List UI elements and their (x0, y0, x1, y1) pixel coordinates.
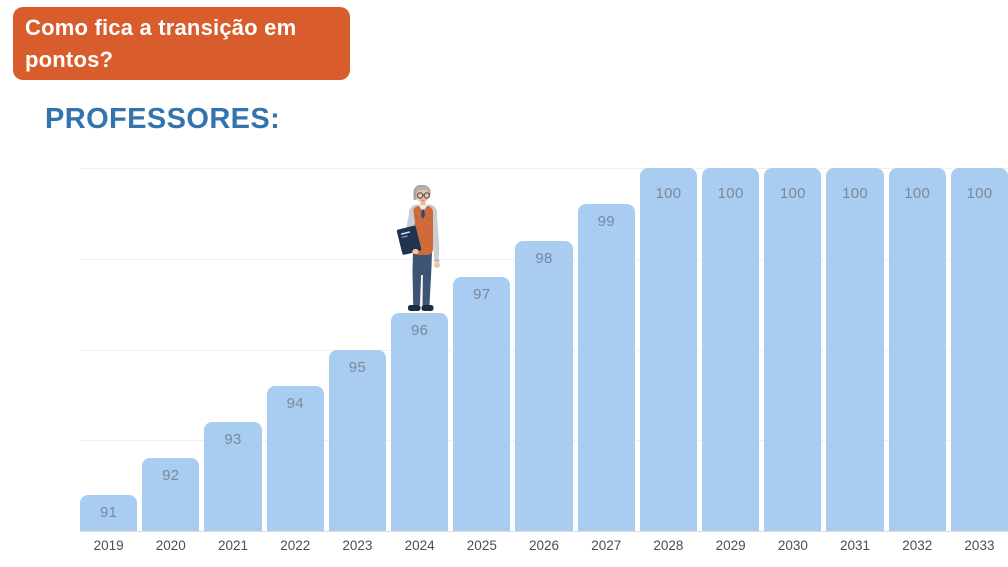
professor-collar-tie (418, 205, 428, 219)
bar-2028: 100 (639, 168, 698, 531)
x-axis-label-2029: 2029 (715, 538, 746, 553)
bar-value-label: 97 (473, 285, 491, 303)
bar-2020: 92 (142, 458, 200, 531)
x-axis-label-2023: 2023 (342, 538, 373, 553)
bar-value-label: 96 (410, 322, 429, 340)
bar-chart-plot-area: 91 92 93 94 95 96 97 98 99 100 100 100 100 100 100 (80, 168, 1008, 532)
professor-pants (412, 251, 432, 305)
bar-2025: 97 (453, 276, 511, 531)
banner-text-line1: Como fica a transição em (25, 15, 297, 40)
bar-2029: 100 (702, 168, 760, 531)
professor-character-icon (396, 185, 440, 311)
section-heading: PROFESSORES: (45, 103, 281, 135)
professor-illustration (396, 183, 454, 314)
bar-value-label: 95 (348, 358, 367, 376)
x-axis-label-2024: 2024 (404, 538, 435, 553)
bar-value-label: 94 (286, 394, 304, 412)
x-axis-label-2026: 2026 (529, 538, 560, 553)
bar-value-label: 92 (162, 467, 180, 485)
x-axis-labels: 2019 2020 2021 2022 2023 2024 2025 2026 2027 2028… (80, 538, 1008, 553)
x-axis-label-2030: 2030 (777, 538, 808, 553)
bar-value-label: 100 (966, 185, 993, 202)
bar-2033: 100 (950, 168, 1008, 531)
x-axis-label-2020: 2020 (155, 538, 186, 553)
bar-value-label: 100 (717, 185, 744, 202)
x-axis-label-2033: 2033 (964, 538, 995, 553)
bar-value-label: 100 (904, 185, 931, 202)
x-axis-label-2019: 2019 (93, 538, 124, 553)
bar-value-label: 98 (535, 249, 553, 267)
professor-book (396, 225, 422, 255)
x-axis-label-2031: 2031 (840, 538, 871, 553)
bar-value-label: 100 (655, 185, 682, 202)
banner-text-line2: pontos? (25, 47, 114, 72)
bar-value-label: 100 (779, 185, 806, 202)
professor-shoe-right (421, 305, 434, 311)
bar-2027: 99 (577, 204, 635, 531)
x-axis-label-2032: 2032 (902, 538, 933, 553)
bar-2021: 93 (204, 422, 262, 531)
x-axis-label-2028: 2028 (653, 538, 684, 553)
bar-2022: 94 (266, 385, 324, 531)
gridline (80, 168, 1008, 169)
bar-2023: 95 (328, 349, 387, 531)
bar-2019: 91 (80, 494, 138, 531)
x-axis-label-2025: 2025 (466, 538, 497, 553)
bar-value-label: 93 (224, 431, 242, 449)
bar-value-label: 91 (99, 503, 118, 521)
x-axis-label-2022: 2022 (280, 538, 311, 553)
title-banner: Como fica a transição em pontos? (13, 7, 350, 80)
x-axis-label-2021: 2021 (217, 538, 249, 553)
professor-shoe-left (408, 305, 421, 311)
bar-2031: 100 (826, 168, 884, 531)
bar-2030: 100 (764, 168, 822, 531)
professor-head (413, 185, 431, 205)
bars: 91 92 93 94 95 96 97 98 99 100 100 100 100 100 100 (80, 168, 1008, 531)
professor-left-hand (412, 248, 419, 255)
bar-value-label: 99 (597, 213, 615, 231)
x-axis-label-2027: 2027 (591, 538, 622, 553)
bar-2024: 96 (391, 313, 449, 531)
bar-value-label: 100 (842, 185, 868, 202)
bar-2032: 100 (888, 168, 946, 531)
bar-2026: 98 (515, 240, 573, 531)
